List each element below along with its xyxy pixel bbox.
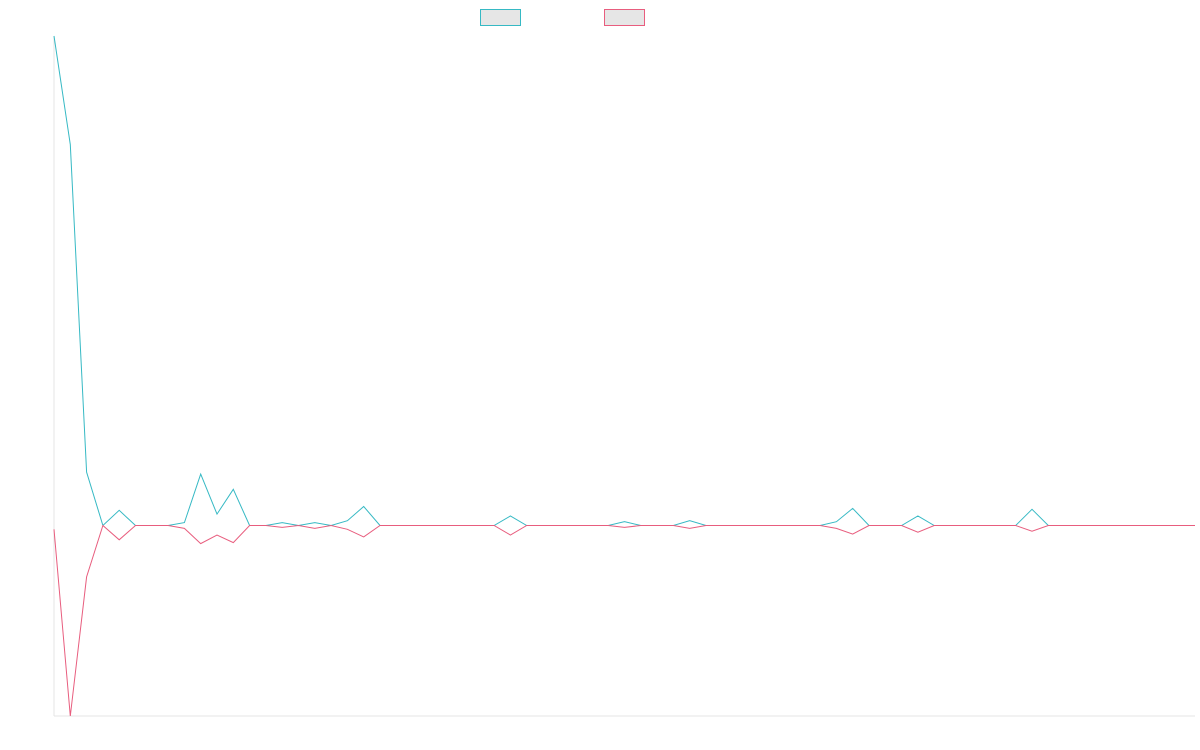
series-line-1 xyxy=(53,35,1195,527)
series-layer xyxy=(53,35,1195,717)
legend xyxy=(480,9,645,26)
axes xyxy=(53,36,1195,717)
legend-swatch-1 xyxy=(480,9,521,26)
series-line-2 xyxy=(53,524,1195,717)
legend-swatch-2 xyxy=(604,9,645,26)
